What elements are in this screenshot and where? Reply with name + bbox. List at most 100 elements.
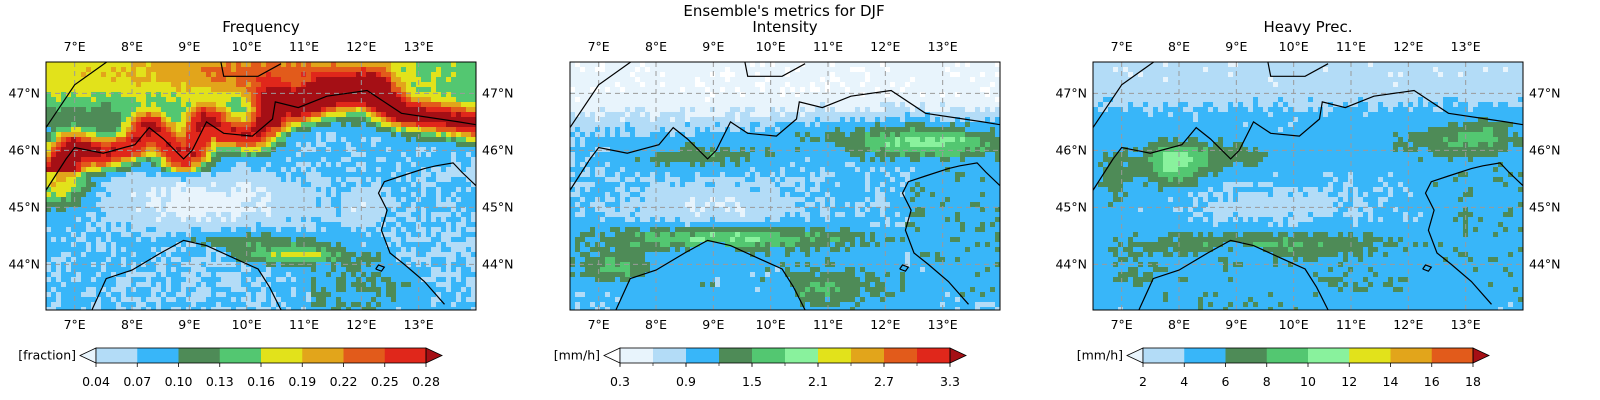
lat-tick-left: 45°N	[1055, 199, 1087, 214]
coastlines	[1093, 62, 1523, 310]
colorbar-tick-label: 0.16	[247, 374, 275, 389]
colorbar-bin	[1431, 348, 1474, 363]
lon-tick-top: 12°E	[346, 39, 376, 54]
lat-tick-left: 44°N	[1055, 256, 1087, 271]
coastline-adriatic	[1424, 162, 1523, 305]
lat-tick-left: 46°N	[8, 142, 40, 157]
colorbar: 0.3 0.9 1.5 2.1 2.7 3.3 [mm/h]	[554, 347, 967, 389]
lon-tick-bottom: 7°E	[1111, 317, 1133, 332]
lon-tick-top: 10°E	[756, 39, 786, 54]
colorbar-tick-label: 0.07	[123, 374, 151, 389]
lon-tick-top: 13°E	[1451, 39, 1481, 54]
lon-tick-top: 7°E	[588, 39, 610, 54]
colorbar-bin	[1308, 348, 1350, 363]
lon-tick-top: 13°E	[928, 39, 958, 54]
colorbar-bin	[302, 348, 344, 363]
lon-tick-top: 12°E	[1393, 39, 1423, 54]
lat-tick-right: 46°N	[1529, 142, 1561, 157]
coastline-adriatic	[901, 162, 1000, 305]
coastlines	[46, 62, 476, 310]
lon-tick-top: 10°E	[232, 39, 262, 54]
colorbar-bin	[261, 348, 303, 363]
colorbar-bin	[1390, 348, 1433, 363]
lake-outline	[1422, 264, 1433, 272]
lon-tick-bottom: 11°E	[1336, 317, 1366, 332]
lon-tick-bottom: 9°E	[178, 317, 200, 332]
lon-tick-bottom: 8°E	[1168, 317, 1190, 332]
panel-title: Heavy Prec.	[1263, 18, 1352, 36]
map-panel-0: Frequency 7°E 7°E 8°E 8°E 9°E 9°E 10°E 10°E 11°E 1…	[8, 18, 513, 389]
lon-tick-bottom: 10°E	[232, 317, 262, 332]
colorbar-tick-label: 3.3	[940, 374, 960, 389]
border-switzerland	[1093, 62, 1155, 128]
lon-tick-top: 8°E	[1168, 39, 1190, 54]
colorbar-tick-label: 2	[1139, 374, 1147, 389]
colorbar-bin	[653, 348, 687, 363]
colorbar-bin	[1225, 348, 1268, 363]
colorbar-bin	[384, 348, 427, 363]
colorbar-tick-label: 14	[1383, 374, 1399, 389]
lat-tick-left: 45°N	[8, 199, 40, 214]
coastlines	[570, 62, 1000, 310]
lat-tick-left: 44°N	[8, 256, 40, 271]
lon-tick-top: 9°E	[178, 39, 200, 54]
coastline-ligurian	[1138, 239, 1329, 310]
colorbar-bin	[818, 348, 852, 363]
lon-tick-bottom: 11°E	[289, 317, 319, 332]
border-austria	[744, 62, 806, 77]
lon-tick-top: 11°E	[1336, 39, 1366, 54]
colorbar-tick-label: 10	[1300, 374, 1316, 389]
lon-tick-bottom: 9°E	[702, 317, 724, 332]
panels: Frequency 7°E 7°E 8°E 8°E 9°E 9°E 10°E 10°E 11°E 1…	[8, 18, 1560, 389]
colorbar: 0.04 0.07 0.10 0.13 0.16 0.19 0.22 0.25 0.28 [fra…	[18, 347, 443, 389]
colorbar-bin	[137, 348, 179, 363]
colorbar-label: [mm/h]	[554, 348, 600, 363]
colorbar-tick-label: 12	[1341, 374, 1357, 389]
colorbar-tick-label: 4	[1180, 374, 1188, 389]
colorbar-tick-label: 0.25	[371, 374, 399, 389]
colorbar-bin	[96, 348, 138, 363]
lon-tick-bottom: 10°E	[1279, 317, 1309, 332]
border-north	[713, 62, 716, 63]
border-alps	[570, 89, 1000, 191]
colorbar-under	[79, 347, 97, 364]
coastline-ligurian	[91, 239, 282, 310]
colorbar: 2 4 6 8 10 12 14 16 18 [mm/h]	[1077, 347, 1490, 389]
field-raster	[1093, 62, 1523, 310]
map-panel-1: Intensity 7°E 7°E 8°E 8°E 9°E 9°E 10°E 10°E 11°E 1…	[554, 18, 1001, 389]
lon-tick-top: 13°E	[404, 39, 434, 54]
colorbar-over	[949, 347, 967, 364]
lon-tick-bottom: 8°E	[645, 317, 667, 332]
colorbar-tick-label: 0.3	[610, 374, 630, 389]
lon-tick-bottom: 7°E	[588, 317, 610, 332]
lon-tick-top: 8°E	[645, 39, 667, 54]
lon-tick-bottom: 11°E	[813, 317, 843, 332]
lat-tick-right: 45°N	[482, 199, 514, 214]
colorbar-label: [mm/h]	[1077, 348, 1123, 363]
colorbar-tick-label: 0.04	[82, 374, 110, 389]
colorbar-tick-label: 0.28	[412, 374, 440, 389]
lat-tick-left: 46°N	[1055, 142, 1087, 157]
colorbar-bin	[1184, 348, 1226, 363]
coastline-ligurian	[615, 239, 806, 310]
border-north	[189, 62, 192, 63]
lon-tick-bottom: 10°E	[756, 317, 786, 332]
border-switzerland	[570, 62, 632, 128]
lon-tick-top: 11°E	[813, 39, 843, 54]
lat-tick-left: 47°N	[8, 85, 40, 100]
lon-tick-bottom: 12°E	[1393, 317, 1423, 332]
border-alps	[1093, 89, 1523, 191]
lat-tick-right: 46°N	[482, 142, 514, 157]
lat-tick-right: 45°N	[1529, 199, 1561, 214]
lake-outline	[899, 264, 910, 272]
lon-tick-top: 11°E	[289, 39, 319, 54]
colorbar-under	[603, 347, 621, 364]
colorbar-over	[1472, 347, 1490, 364]
colorbar-bin	[1143, 348, 1185, 363]
colorbar-bin	[884, 348, 918, 363]
colorbar-tick-label: 0.13	[206, 374, 234, 389]
map-frame	[569, 61, 1001, 311]
map-frame	[45, 61, 477, 311]
colorbar-bin	[719, 348, 753, 363]
